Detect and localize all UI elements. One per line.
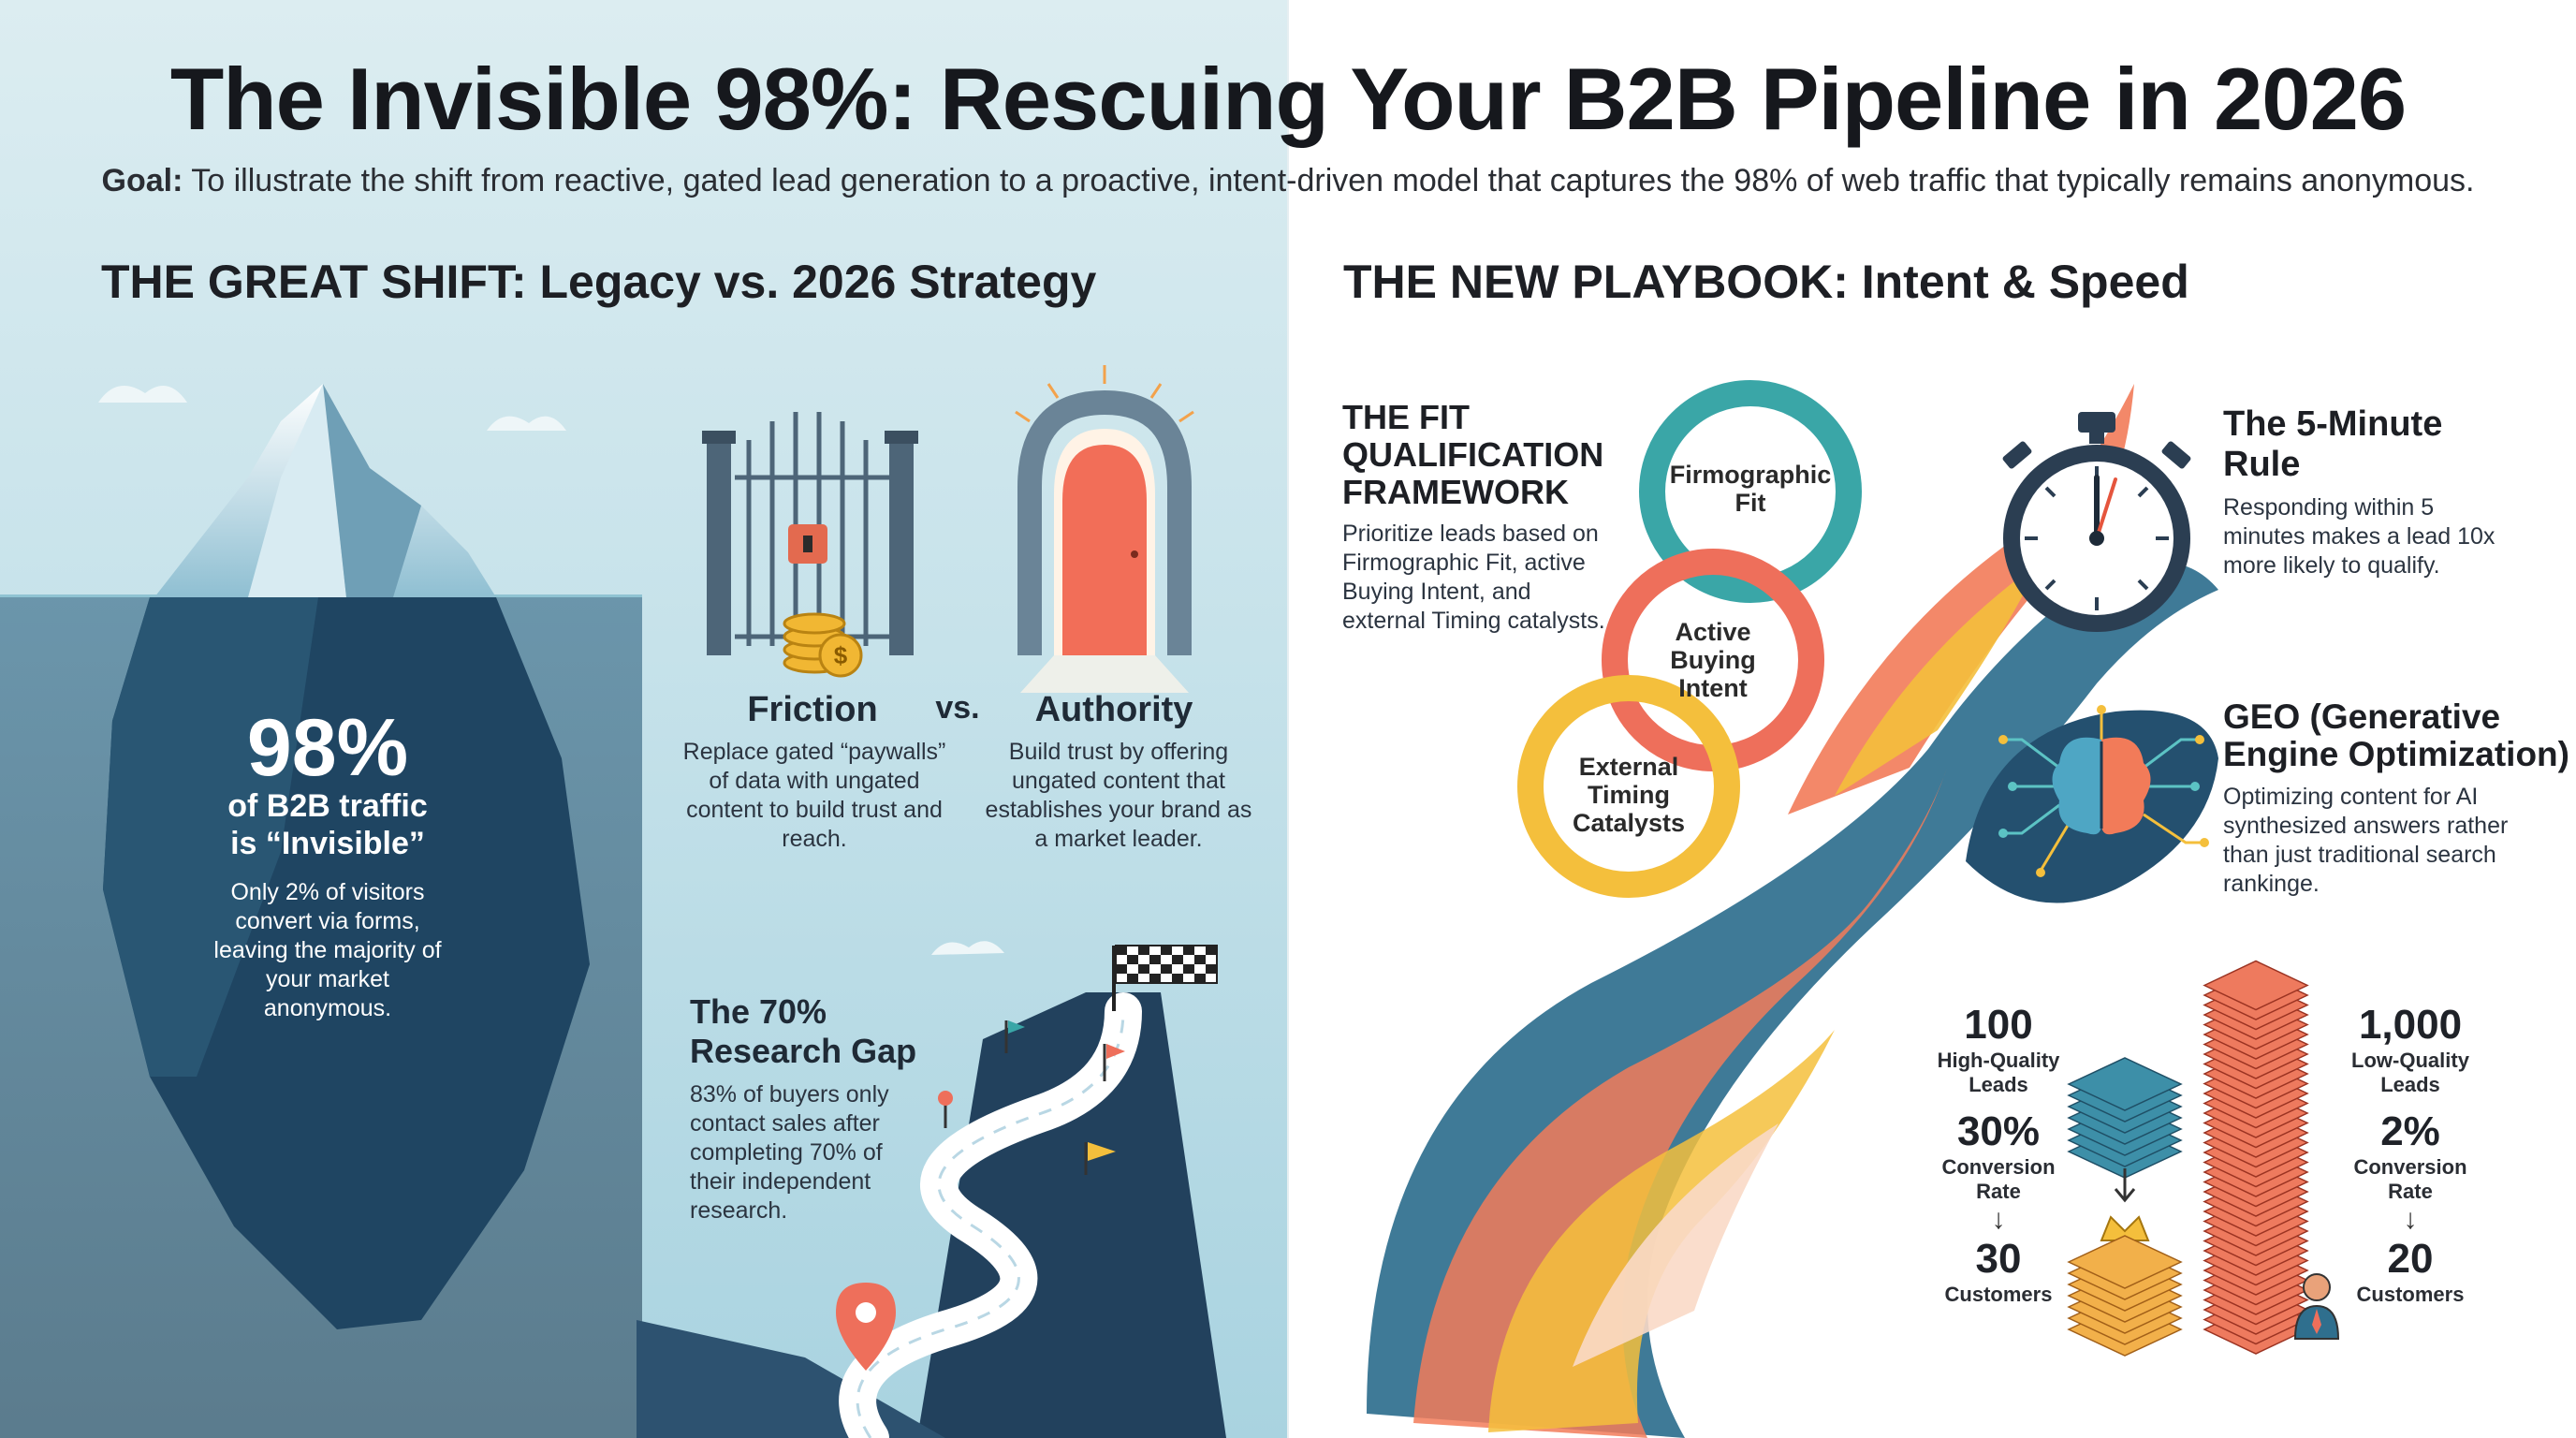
geo-description: Optimizing content for AI synthesized an… bbox=[2223, 784, 2509, 897]
friction-title: Friction bbox=[747, 690, 878, 729]
goal-line: Goal: To illustrate the shift from react… bbox=[0, 163, 2576, 199]
quality-arrow-down-icon: ↓ bbox=[1991, 1204, 2006, 1235]
ring-label-buying-intent: Active Buying Intent bbox=[1610, 618, 1816, 702]
ring-label-firmographic: Firmographic Fit bbox=[1647, 461, 1853, 517]
page-title: The Invisible 98%: Rescuing Your B2B Pip… bbox=[169, 50, 2407, 148]
quality-column: 100 High-Quality Leads 30% Conversion Ra… bbox=[1919, 1002, 2078, 1307]
panel-divider bbox=[1287, 0, 1289, 1438]
ring-firmographic-fit bbox=[1639, 380, 1862, 603]
volume-customers-label: Customers bbox=[2356, 1283, 2465, 1306]
ring-2-line-1: External bbox=[1578, 753, 1679, 781]
volume-leads-label-2: Leads bbox=[2380, 1073, 2440, 1096]
volume-customers-number: 20 bbox=[2387, 1236, 2434, 1282]
stopwatch-icon bbox=[2002, 412, 2191, 632]
volume-leads-label-1: Low-Quality bbox=[2351, 1049, 2469, 1072]
goal-text: To illustrate the shift from reactive, g… bbox=[191, 163, 2475, 198]
five-minute-description: Responding within 5 minutes makes a lead… bbox=[2223, 494, 2496, 579]
fit-description: Prioritize leads based on Firmographic F… bbox=[1342, 521, 1605, 634]
fit-rings-diagram bbox=[1517, 380, 1862, 898]
ring-0-line-1: Firmographic bbox=[1669, 461, 1832, 489]
quality-lead-stack-icon bbox=[2067, 1057, 2183, 1357]
volume-rate-number: 2% bbox=[2380, 1108, 2440, 1154]
volume-arrow-down-icon: ↓ bbox=[2403, 1204, 2418, 1235]
ai-brain-icon bbox=[1966, 705, 2218, 903]
research-title-2: Research Gap bbox=[690, 1032, 917, 1070]
authority-description: Build trust by offering ungated content … bbox=[985, 739, 1252, 852]
vs-label: vs. bbox=[935, 690, 980, 726]
iceberg-description: Only 2% of visitors convert via forms, l… bbox=[213, 879, 442, 1021]
ring-label-timing: External Timing Catalysts bbox=[1526, 753, 1732, 837]
research-title-1: The 70% bbox=[690, 992, 827, 1031]
ring-1-line-3: Intent bbox=[1678, 674, 1748, 702]
geo-title-1: GEO (Generative bbox=[2223, 697, 2501, 736]
iceberg-illustration bbox=[0, 384, 642, 1438]
research-description: 83% of buyers only contact sales after c… bbox=[690, 1081, 889, 1224]
quality-customers-label: Customers bbox=[1944, 1283, 2053, 1306]
iceberg-stat-label-2: is “Invisible” bbox=[230, 826, 425, 861]
ring-2-line-3: Catalysts bbox=[1572, 809, 1686, 837]
geo-title-2: Engine Optimization) bbox=[2223, 735, 2569, 773]
volume-leads-number: 1,000 bbox=[2358, 1002, 2463, 1048]
ring-2-line-2: Timing bbox=[1587, 781, 1670, 809]
quality-leads-number: 100 bbox=[1964, 1002, 2033, 1048]
quality-rate-label-2: Rate bbox=[1976, 1180, 2021, 1203]
ring-1-line-1: Active bbox=[1675, 618, 1751, 646]
right-section-heading: THE NEW PLAYBOOK: Intent & Speed bbox=[1343, 256, 2189, 308]
volume-rate-label-2: Rate bbox=[2388, 1180, 2433, 1203]
volume-lead-stack-icon bbox=[2203, 960, 2340, 1355]
ring-0-line-2: Fit bbox=[1734, 489, 1766, 517]
five-minute-title-2: Rule bbox=[2223, 445, 2301, 484]
five-minute-title-1: The 5-Minute bbox=[2223, 404, 2443, 444]
gate-and-door-illustration: $ bbox=[702, 365, 1194, 693]
volume-column: 1,000 Low-Quality Leads 2% Conversion Ra… bbox=[2331, 1002, 2490, 1307]
quality-rate-label-1: Conversion bbox=[1941, 1155, 2056, 1179]
ring-1-line-2: Buying bbox=[1670, 646, 1756, 674]
quality-leads-label-1: High-Quality bbox=[1937, 1049, 2060, 1072]
fit-title-1: THE FIT bbox=[1342, 398, 1470, 436]
quality-leads-label-2: Leads bbox=[1969, 1073, 2028, 1096]
fit-title-3: FRAMEWORK bbox=[1342, 473, 1569, 511]
quality-customers-number: 30 bbox=[1975, 1236, 2022, 1282]
volume-rate-label-1: Conversion bbox=[2353, 1155, 2467, 1179]
ring-external-timing-catalysts bbox=[1517, 675, 1740, 898]
research-road-illustration bbox=[637, 941, 1226, 1438]
svg-text:$: $ bbox=[834, 641, 848, 669]
iceberg-stat: 98% bbox=[246, 703, 409, 793]
goal-label: Goal: bbox=[101, 163, 183, 198]
fit-title-2: QUALIFICATION bbox=[1342, 435, 1604, 474]
left-section-heading: THE GREAT SHIFT: Legacy vs. 2026 Strateg… bbox=[101, 256, 1097, 308]
quality-rate-number: 30% bbox=[1956, 1108, 2041, 1154]
friction-description: Replace gated “paywalls” of data with un… bbox=[682, 739, 946, 852]
iceberg-stat-label-1: of B2B traffic bbox=[227, 788, 428, 824]
authority-title: Authority bbox=[1034, 690, 1193, 729]
